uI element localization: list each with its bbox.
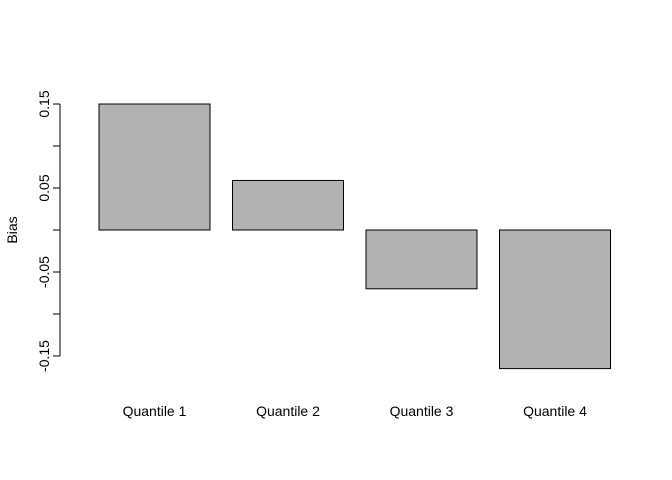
x-axis-labels: Quantile 1 Quantile 2 Quantile 3 Quantile 4 xyxy=(123,403,588,419)
x-category-label: Quantile 4 xyxy=(523,403,587,419)
bar xyxy=(365,229,478,290)
y-tick-label: 0.15 xyxy=(36,90,52,117)
x-category-label: Quantile 2 xyxy=(256,403,320,419)
bars xyxy=(98,103,611,370)
y-axis-label: Bias xyxy=(4,216,20,243)
y-tick-label: -0.05 xyxy=(36,256,52,288)
y-tick-label: 0.05 xyxy=(36,174,52,201)
x-category-label: Quantile 1 xyxy=(123,403,187,419)
y-tick-label: -0.15 xyxy=(36,340,52,372)
bar xyxy=(98,103,211,231)
bar xyxy=(232,179,344,231)
bar xyxy=(499,229,611,370)
x-category-label: Quantile 3 xyxy=(390,403,454,419)
y-axis: -0.15 -0.05 0.05 0.15 xyxy=(36,90,61,372)
